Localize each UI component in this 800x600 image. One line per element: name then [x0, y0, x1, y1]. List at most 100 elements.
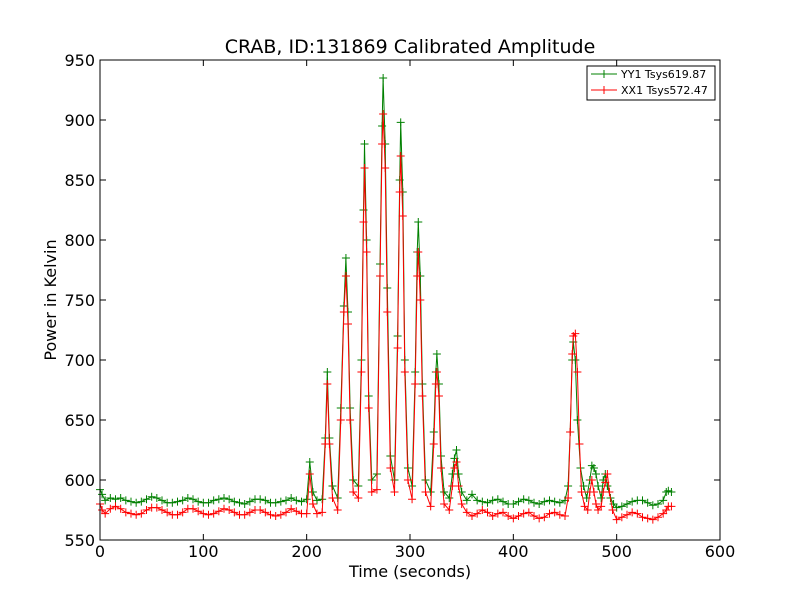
data-point	[292, 496, 301, 505]
data-point	[659, 496, 668, 505]
data-point	[587, 476, 596, 484]
data-point	[483, 508, 492, 517]
data-point	[308, 500, 317, 508]
y-tick-label: 650	[64, 411, 95, 430]
data-point	[132, 510, 141, 519]
y-tick-label: 850	[64, 171, 95, 190]
y-tick-label: 800	[64, 231, 95, 250]
data-point	[142, 506, 151, 514]
data-point	[654, 500, 662, 508]
data-point	[573, 368, 582, 376]
data-point	[357, 368, 366, 376]
data-point	[240, 510, 249, 519]
data-point	[336, 416, 345, 424]
data-point	[364, 404, 373, 412]
data-point	[488, 496, 497, 505]
data-point	[132, 498, 141, 507]
data-point	[648, 515, 657, 524]
data-point	[421, 488, 430, 496]
data-point	[101, 509, 110, 518]
data-point	[359, 218, 368, 226]
data-point	[121, 508, 130, 517]
data-point	[245, 508, 254, 517]
data-point	[589, 464, 598, 472]
data-point	[379, 74, 388, 82]
data-point	[457, 488, 466, 496]
data-point	[393, 344, 402, 352]
data-point	[592, 500, 600, 508]
data-point	[214, 507, 223, 516]
data-point	[189, 495, 197, 504]
data-point	[535, 500, 544, 508]
data-point	[199, 509, 208, 518]
data-point	[318, 495, 327, 504]
data-point	[333, 506, 342, 514]
data-point	[493, 495, 502, 504]
data-point	[127, 509, 135, 518]
data-point	[261, 508, 270, 517]
data-point	[414, 218, 423, 226]
legend-label-xx1: XX1 Tsys572.47	[621, 84, 708, 97]
legend: YY1 Tsys619.87 XX1 Tsys572.47	[586, 65, 716, 101]
data-point	[473, 496, 482, 505]
data-point	[454, 470, 463, 478]
data-point	[564, 494, 573, 502]
data-point	[344, 320, 352, 328]
data-point	[566, 428, 575, 436]
data-point	[450, 454, 459, 463]
x-axis-label: Time (seconds)	[348, 562, 471, 581]
data-point	[163, 508, 172, 517]
data-point	[573, 416, 582, 424]
data-point	[535, 514, 544, 523]
data-point	[524, 496, 533, 505]
data-point	[648, 501, 657, 510]
x-tick-label: 600	[705, 542, 736, 561]
series-layer	[96, 74, 676, 524]
data-point	[530, 512, 538, 520]
data-point	[638, 496, 647, 505]
data-point	[271, 512, 280, 520]
data-point	[571, 356, 580, 364]
data-point	[504, 512, 513, 520]
data-point	[509, 514, 518, 523]
y-axis-label: Power in Kelvin	[41, 239, 60, 360]
data-point	[383, 308, 392, 316]
data-point	[571, 329, 580, 338]
data-point	[230, 497, 239, 506]
data-point	[178, 508, 187, 517]
legend-marker-yy1	[600, 70, 608, 78]
data-point	[323, 380, 332, 388]
data-point	[545, 509, 554, 518]
data-point	[378, 122, 387, 130]
data-point	[499, 497, 507, 506]
data-point	[509, 500, 518, 508]
data-point	[256, 506, 265, 514]
data-point	[379, 110, 388, 118]
data-point	[623, 500, 631, 508]
data-point	[667, 488, 676, 496]
data-point	[452, 446, 461, 454]
data-point	[413, 272, 422, 280]
data-point	[266, 510, 275, 519]
legend-frame	[586, 65, 716, 101]
data-point	[597, 502, 606, 511]
data-point	[360, 164, 369, 172]
data-point	[106, 504, 115, 513]
data-point	[220, 504, 228, 513]
data-point	[638, 513, 647, 522]
data-point	[662, 506, 671, 514]
data-point	[173, 510, 182, 519]
data-point	[325, 440, 334, 448]
data-point	[142, 495, 151, 504]
x-tick-label: 300	[395, 542, 426, 561]
data-point	[245, 497, 254, 506]
data-point	[376, 272, 385, 280]
data-point	[643, 498, 652, 507]
data-point	[434, 392, 443, 400]
data-point	[121, 496, 130, 505]
data-point	[256, 495, 265, 504]
data-point	[116, 504, 125, 513]
data-point	[468, 490, 476, 499]
data-point	[452, 458, 461, 466]
data-point	[204, 498, 213, 507]
